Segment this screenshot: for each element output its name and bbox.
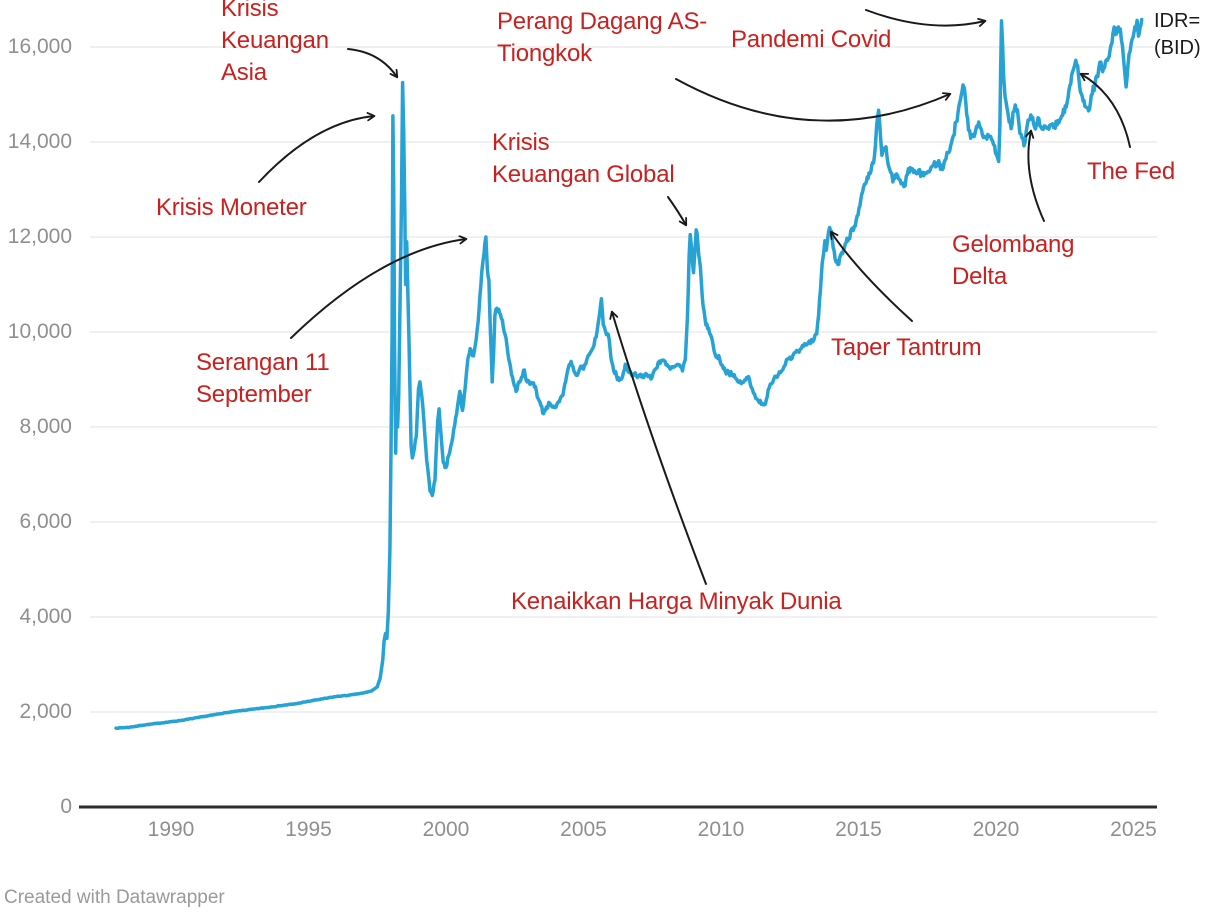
- annotation-arrow-the-fed: [1081, 74, 1131, 148]
- annotation-pandemi-covid: Pandemi Covid: [731, 26, 892, 53]
- annotation-taper-tantrum: Taper Tantrum: [831, 334, 982, 361]
- idr-line-series: [114, 17, 1144, 731]
- annotation-krisis-moneter: Krisis Moneter: [156, 194, 307, 221]
- annotation-arrow-pandemi-covid: [865, 9, 985, 26]
- y-tick-label: 8,000: [19, 415, 72, 438]
- x-tick-label: 2005: [560, 818, 607, 841]
- x-tick-label: 1990: [147, 818, 195, 841]
- annotation-kenaikkan-harga-minyak-dunia: Kenaikkan Harga Minyak Dunia: [511, 588, 842, 615]
- annotation-arrow-gelombang-delta: [1028, 131, 1045, 222]
- y-tick-label: 12,000: [7, 225, 72, 248]
- annotation-perang-dagang-as-tiongkok: Perang Dagang AS- Tiongkok: [497, 8, 708, 67]
- annotation-krisis-keuangan-global: Krisis Keuangan Global: [492, 129, 675, 188]
- y-tick-label: 2,000: [19, 700, 72, 723]
- y-tick-label: 14,000: [7, 130, 72, 153]
- annotation-serangan-11-september: Serangan 11 September: [196, 349, 330, 408]
- x-tick-label: 2000: [422, 818, 470, 841]
- x-tick-label: 2020: [972, 818, 1020, 841]
- series-label-line1: IDR=: [1154, 10, 1201, 32]
- y-tick-label: 6,000: [19, 510, 72, 533]
- annotation-krisis-keuangan-asia: Krisis Keuangan Asia: [221, 0, 329, 86]
- series-label-line2: (BID): [1154, 37, 1201, 59]
- y-tick-label: 0: [60, 795, 72, 818]
- y-tick-label: 10,000: [7, 320, 72, 343]
- x-tick-label: 2015: [835, 818, 882, 841]
- annotation-arrow-perang-dagang-as-tiongkok: [675, 78, 950, 122]
- gridlines: [90, 46, 1157, 713]
- x-tick-label: 2025: [1110, 818, 1157, 841]
- annotation-arrow-kenaikkan-harga-minyak-dunia: [612, 312, 707, 585]
- x-tick-label: 2010: [697, 818, 745, 841]
- annotation-arrow-krisis-moneter: [258, 116, 374, 183]
- annotation-arrow-krisis-keuangan-global: [667, 196, 686, 225]
- datawrapper-credit: Created with Datawrapper: [4, 887, 225, 908]
- annotation-the-fed: The Fed: [1087, 158, 1175, 185]
- annotation-arrow-krisis-keuangan-asia: [347, 48, 397, 77]
- annotation-arrow-taper-tantrum: [831, 232, 913, 322]
- annotation-gelombang-delta: Gelombang Delta: [952, 231, 1075, 290]
- x-tick-label: 1995: [285, 818, 332, 841]
- annotation-arrow-serangan-11-september: [290, 239, 466, 339]
- y-tick-label: 4,000: [19, 605, 72, 628]
- annotation-arrows: [258, 9, 1131, 585]
- series-label-idr-bid: IDR= (BID): [1154, 8, 1201, 62]
- y-tick-label: 16,000: [7, 35, 72, 58]
